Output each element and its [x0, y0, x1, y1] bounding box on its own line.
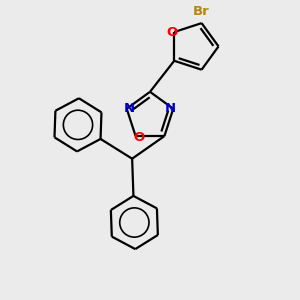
Text: O: O: [166, 26, 177, 38]
Text: O: O: [134, 131, 145, 144]
Text: N: N: [124, 102, 135, 115]
Text: Br: Br: [193, 5, 210, 18]
Text: N: N: [165, 102, 176, 115]
